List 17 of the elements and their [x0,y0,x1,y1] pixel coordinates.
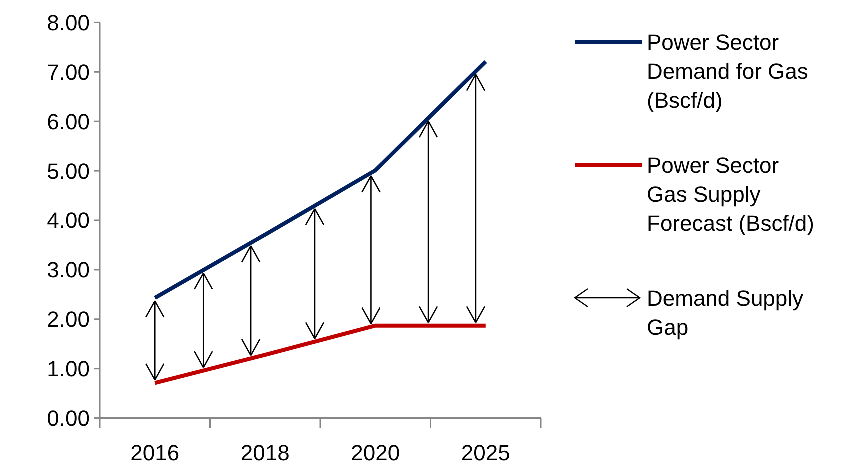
y-tick-label: 6.00 [47,109,90,134]
legend-label: Power Sector Demand for Gas (Bscf/d) [647,30,808,113]
y-tick-label: 2.00 [47,307,90,332]
y-tick-label: 0.00 [47,406,90,431]
y-tick-label: 8.00 [47,10,90,36]
legend-label: Power Sector Gas Supply Forecast (Bscf/d) [647,153,814,236]
line-series [153,60,488,300]
y-tick-label: 4.00 [47,208,90,234]
x-tick-label: 2016 [130,440,180,466]
y-tick-label: 5.00 [47,158,90,184]
text: Demand Supply Gap [647,286,804,340]
y-tick-label: 1.00 [47,356,90,382]
x-tick-label: 2018 [240,440,290,466]
x-tick-label: 2025 [461,440,510,466]
y-tick-label: 3.00 [47,258,90,283]
y-tick-label: 7.00 [47,60,90,85]
x-tick-label: 2020 [351,440,400,466]
